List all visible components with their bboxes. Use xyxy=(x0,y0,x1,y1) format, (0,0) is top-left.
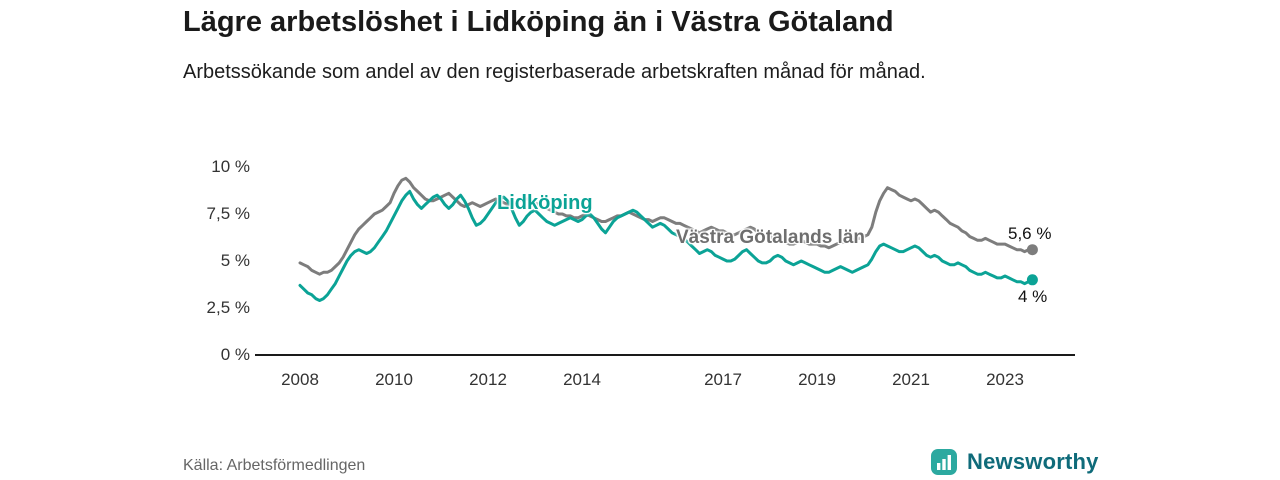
end-value-label-vastra-gotaland: 5,6 % xyxy=(1008,224,1052,243)
latest-value-dot xyxy=(1026,274,1038,286)
y-tick-label: 5 % xyxy=(220,251,250,270)
y-tick-label: 0 % xyxy=(220,345,250,364)
series-lines xyxy=(298,176,1038,302)
source-note: Källa: Arbetsförmedlingen xyxy=(183,457,366,474)
y-tick-label: 10 % xyxy=(211,157,250,176)
y-tick-label: 7,5 % xyxy=(206,204,250,223)
series-line-lidk-ping xyxy=(298,189,1034,302)
latest-value-dot xyxy=(1026,244,1038,256)
x-tick-label: 2010 xyxy=(375,370,413,389)
series-label-vastra-gotaland: Västra Götalands län xyxy=(676,227,866,248)
x-tick-label: 2019 xyxy=(798,370,836,389)
end-value-label-lidkoping: 4 % xyxy=(1018,287,1048,306)
x-tick-label: 2008 xyxy=(281,370,319,389)
series-label-lidkoping: Lidköping xyxy=(497,192,593,214)
y-tick-label: 2,5 % xyxy=(206,298,250,317)
series-line-v-stra-g-talands-l-n xyxy=(298,176,1034,276)
x-tick-label: 2012 xyxy=(469,370,507,389)
x-tick-label: 2023 xyxy=(986,370,1024,389)
x-tick-label: 2017 xyxy=(704,370,742,389)
newsworthy-logo: Newsworthy xyxy=(930,448,1099,476)
newsworthy-logo-text: Newsworthy xyxy=(967,449,1099,474)
chart-subtitle: Arbetssökande som andel av den registerb… xyxy=(183,61,926,83)
x-tick-label: 2021 xyxy=(892,370,930,389)
chart-title: Lägre arbetslöshet i Lidköping än i Väst… xyxy=(183,6,894,38)
bar-chart-icon xyxy=(931,449,957,475)
x-tick-label: 2014 xyxy=(563,370,601,389)
